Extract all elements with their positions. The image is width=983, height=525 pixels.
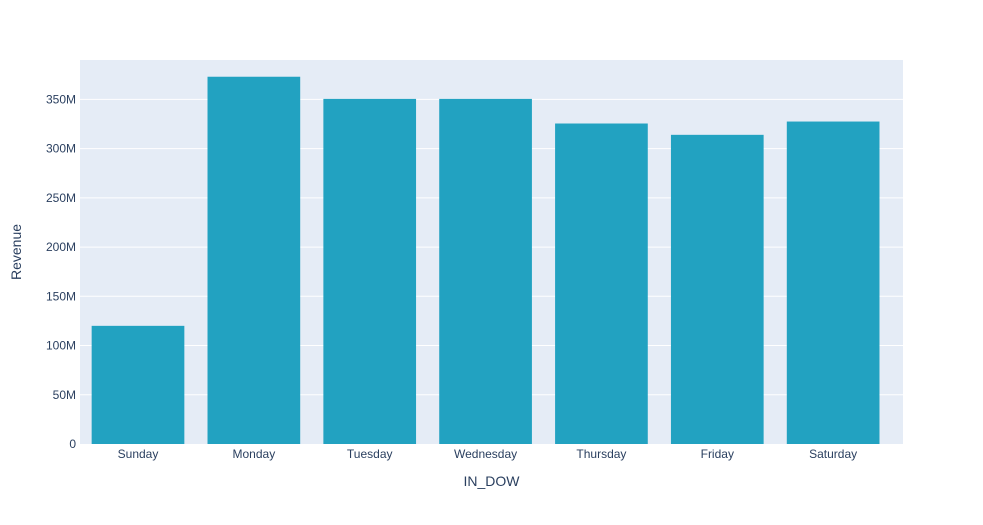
- y-tick-label: 350M: [46, 92, 76, 106]
- bar-friday[interactable]: [670, 134, 764, 445]
- x-tick-label: Monday: [233, 447, 276, 461]
- bar-saturday[interactable]: [786, 121, 880, 445]
- y-axis-title: Revenue: [8, 224, 24, 280]
- x-tick-label: Sunday: [118, 447, 159, 461]
- bar-tuesday[interactable]: [323, 98, 417, 445]
- y-axis-ticks: 0 50M 100M 150M 200M 250M 300M 350M: [46, 92, 76, 451]
- bar-wednesday[interactable]: [439, 98, 532, 445]
- y-tick-label: 50M: [53, 388, 76, 402]
- y-tick-label: 150M: [46, 289, 76, 303]
- x-axis-ticks: Sunday Monday Tuesday Wednesday Thursday Frid…: [118, 447, 858, 461]
- y-tick-label: 0: [69, 437, 76, 451]
- bars: [91, 76, 880, 445]
- y-tick-label: 200M: [46, 240, 76, 254]
- x-tick-label: Saturday: [809, 447, 857, 461]
- bar-sunday[interactable]: [91, 325, 185, 444]
- bar-monday[interactable]: [207, 76, 301, 444]
- x-axis-title: IN_DOW: [464, 473, 521, 489]
- y-tick-label: 250M: [46, 191, 76, 205]
- bar-thursday[interactable]: [555, 123, 648, 444]
- y-tick-label: 300M: [46, 142, 76, 156]
- x-tick-label: Friday: [701, 447, 734, 461]
- x-tick-label: Wednesday: [454, 447, 517, 461]
- y-tick-label: 100M: [46, 339, 76, 353]
- x-tick-label: Thursday: [576, 447, 626, 461]
- x-tick-label: Tuesday: [347, 447, 393, 461]
